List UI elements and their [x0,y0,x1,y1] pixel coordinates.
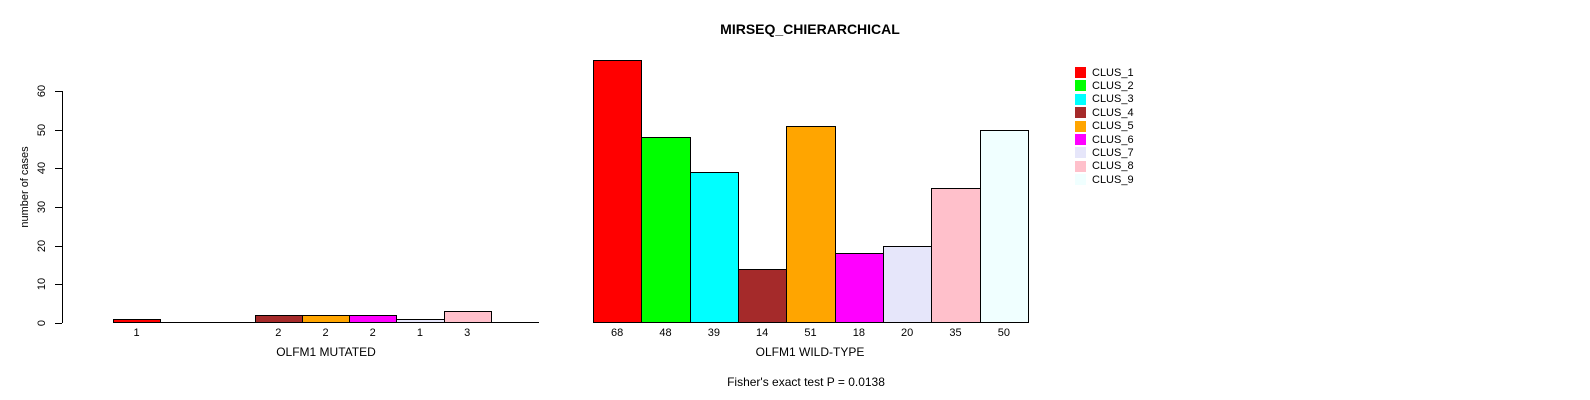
legend-label: CLUS_4 [1092,106,1134,119]
bar-clus_4 [738,269,788,323]
legend-swatch-clus_1 [1075,67,1086,78]
legend-swatch-clus_6 [1075,134,1086,145]
legend-label: CLUS_5 [1092,120,1134,133]
legend-label: CLUS_7 [1092,146,1134,159]
bar-value-label: 48 [659,327,672,339]
y-tick-label: 40 [36,162,48,175]
bar-clus_8 [443,311,492,323]
y-axis-tick [55,91,62,92]
legend-item: CLUS_8 [1075,160,1134,172]
bar-clus_7 [396,319,445,323]
bar-clus_3 [689,172,739,323]
zero-bar-clus_3 [207,322,256,323]
legend-swatch-clus_2 [1075,80,1086,92]
legend-swatch-clus_8 [1075,160,1086,172]
legend-swatch-clus_7 [1075,147,1086,159]
x-axis-group-label-mutated: OLFM1 MUTATED [276,345,376,359]
x-axis-group-label-wildtype: OLFM1 WILD-TYPE [755,345,865,359]
legend-label: CLUS_8 [1092,160,1134,173]
bar-value-label: 1 [416,327,423,339]
bar-value-label: 35 [949,327,962,339]
zero-bar-clus_9 [490,322,539,323]
bar-clus_7 [883,246,933,323]
y-tick-label: 10 [36,278,48,291]
y-axis-line [62,91,63,323]
y-tick-label: 30 [36,200,48,214]
legend-label: CLUS_9 [1092,173,1134,186]
bar-value-label: 2 [369,327,376,339]
bar-value-label: 2 [275,327,282,339]
legend-label: CLUS_1 [1092,66,1134,79]
legend-item: CLUS_1 [1075,67,1134,79]
bar-value-label: 50 [997,327,1010,339]
legend-item: CLUS_7 [1075,147,1134,159]
legend-item: CLUS_5 [1075,120,1134,132]
y-axis-tick [55,284,62,286]
bar-value-label: 14 [756,327,769,339]
y-axis-tick [55,129,62,131]
bar-clus_5 [786,126,836,323]
bar-clus_8 [931,188,981,323]
legend-item: CLUS_3 [1075,93,1134,105]
bar-value-label: 20 [901,327,914,339]
legend-item: CLUS_2 [1075,80,1134,92]
legend-label: CLUS_6 [1092,133,1134,146]
y-tick-label: 0 [36,319,48,327]
legend-swatch-clus_9 [1075,174,1086,186]
bar-clus_4 [254,315,303,323]
bar-clus_6 [834,253,884,323]
y-axis-tick [55,207,62,208]
y-tick-label: 60 [36,84,48,98]
legend-swatch-clus_3 [1075,93,1086,105]
legend-label: CLUS_3 [1092,93,1134,106]
y-tick-label: 50 [36,123,48,136]
bar-value-label: 2 [322,327,329,339]
legend-label: CLUS_2 [1092,79,1134,92]
bar-value-label: 51 [804,327,817,339]
bar-clus_9 [979,130,1029,323]
y-tick-label: 20 [36,239,48,252]
bar-value-label: 18 [852,327,865,339]
bar-value-label: 39 [707,327,720,339]
legend-item: CLUS_4 [1075,107,1134,119]
legend-item: CLUS_6 [1075,134,1134,146]
y-axis-tick [55,245,62,247]
chart-title: MIRSEQ_CHIERARCHICAL [720,21,900,37]
fisher-test-annotation: Fisher's exact test P = 0.0138 [727,375,885,389]
y-axis-tick [55,168,62,170]
legend-item: CLUS_9 [1075,174,1134,186]
bar-clus_6 [349,315,398,323]
legend-swatch-clus_5 [1075,120,1086,132]
y-axis-tick [55,323,62,324]
bar-clus_1 [113,319,162,323]
zero-bar-clus_2 [160,322,209,323]
bar-clus_1 [593,60,643,323]
bar-value-label: 1 [133,327,140,339]
bar-value-label: 3 [464,327,471,339]
y-axis-label: number of cases [19,146,31,228]
bar-value-label: 68 [611,327,624,339]
bar-clus_2 [641,137,691,323]
bar-clus_5 [301,315,351,323]
legend-swatch-clus_4 [1075,107,1086,119]
